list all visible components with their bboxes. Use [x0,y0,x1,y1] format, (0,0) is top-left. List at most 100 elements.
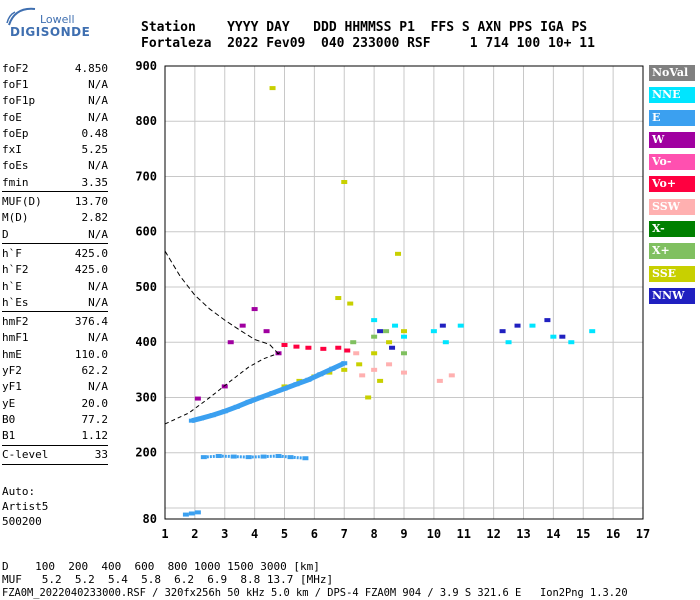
param-row: hmF1 N/A [2,330,108,346]
param-row: C-level 33 [2,447,108,463]
param-value: 0.48 [81,126,109,140]
data-point [505,340,512,345]
param-name: foEp [2,126,29,140]
data-point [529,323,536,328]
y-tick-label: 800 [135,114,157,128]
param-name: B1 [2,429,16,443]
param-name: M(D) [2,211,29,225]
autoscale-line3: 500200 [2,515,42,528]
param-name: D [2,227,9,241]
param-value: 2.82 [81,211,109,225]
legend-item-x-: X+ [649,243,695,260]
param-value: 5.25 [81,143,109,157]
data-point [389,345,396,350]
data-point [350,340,357,345]
legend-item-sse: SSE [649,265,695,282]
param-name: foF1 [2,77,29,91]
param-value: 62.2 [81,363,109,377]
param-value: 1.12 [81,429,109,443]
data-point [194,510,201,515]
param-row: D N/A [2,226,108,242]
data-point [353,351,360,356]
e-trace-line [191,360,346,424]
data-point [395,251,402,256]
data-point [260,454,267,459]
param-row: h`Es N/A [2,294,108,310]
data-point [305,345,312,350]
data-point [215,454,222,459]
autoscale-line2: Artist5 [2,500,49,513]
data-point [401,329,407,334]
data-point [221,384,228,389]
data-point [227,340,234,345]
y-tick-label: 300 [135,390,157,404]
legend-item-noval: NoVal [649,65,695,81]
x-tick-label: 14 [546,527,560,541]
param-row: M(D) 2.82 [2,210,108,226]
param-value: 425.0 [74,246,108,260]
param-row: B0 77.2 [2,411,108,427]
param-name: hmE [2,347,22,361]
data-point [377,378,384,383]
param-name: fxI [2,143,22,157]
x-tick-label: 9 [400,527,407,541]
param-divider [2,464,108,466]
param-value: N/A [88,159,108,173]
param-name: MUF(D) [2,195,42,209]
param-row: foEp 0.48 [2,125,108,141]
param-row: fxI 5.25 [2,141,108,157]
param-value: N/A [88,227,108,241]
param-divider [2,311,108,313]
data-point [344,348,351,353]
y-tick-label: 80 [143,512,157,526]
x-tick-label: 6 [311,527,318,541]
x-tick-label: 13 [516,527,530,541]
param-row: foF1p N/A [2,93,108,109]
data-point [383,329,390,334]
data-point [251,307,258,312]
data-point [269,86,276,91]
param-row: B1 1.12 [2,428,108,444]
legend-item-e: E [649,109,695,126]
param-row: fmin 3.35 [2,174,108,190]
data-point [335,345,342,350]
param-value: 13.70 [74,195,108,209]
param-value: 3.35 [81,175,109,189]
data-point [401,334,407,339]
x-tick-label: 2 [191,527,198,541]
param-row: hmF2 376.4 [2,313,108,329]
legend-item-nnw: NNW [649,287,695,304]
param-value: 77.2 [81,412,109,426]
y-tick-label: 400 [135,335,157,349]
x-tick-label: 3 [221,527,228,541]
data-point [194,396,201,401]
data-point [275,454,282,459]
legend-item-w: W [649,131,695,148]
data-point [442,340,449,345]
param-value: 425.0 [74,263,108,277]
data-point [439,323,446,328]
y-tick-label: 600 [135,225,157,239]
x-tick-label: 17 [636,527,650,541]
param-name: h`F2 [2,263,29,277]
param-row: foE N/A [2,109,108,125]
param-value: N/A [88,94,108,108]
x-tick-label: 11 [457,527,471,541]
x-tick-label: 5 [281,527,288,541]
x-tick-label: 10 [427,527,441,541]
data-point [589,329,596,334]
param-name: fmin [2,175,29,189]
param-name: hmF2 [2,315,29,329]
data-point [386,340,393,345]
logo-line2: DIGISONDE [10,25,91,39]
param-row: yE 20.0 [2,395,108,411]
param-row: hmE 110.0 [2,346,108,362]
param-name: foF2 [2,61,29,75]
plot-frame [164,65,644,520]
logo-line1: Lowell [40,13,75,26]
data-point [430,329,437,334]
param-value: 33 [94,448,108,462]
e-layer-trace [203,454,306,460]
x-tick-label: 1 [161,527,168,541]
